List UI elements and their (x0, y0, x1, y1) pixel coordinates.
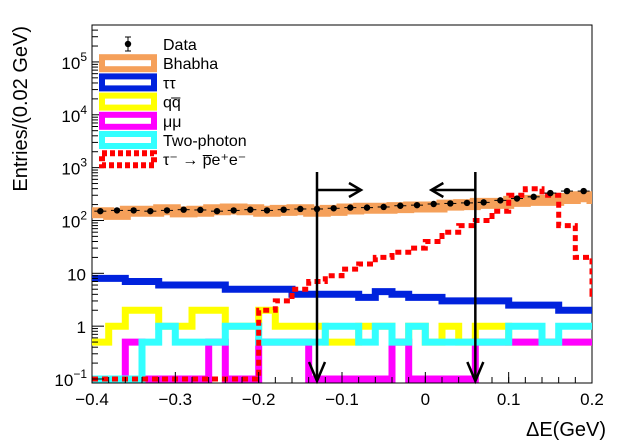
legend-label: Data (163, 37, 197, 54)
x-axis: −0.4 −0.3 −0.2 −0.1 0 0.1 0.2 (75, 372, 604, 409)
data-point (263, 207, 271, 214)
x-tick-label: −0.1 (325, 390, 359, 409)
y-axis: 10−1 1 10 102 103 104 105 (54, 24, 104, 390)
y-tick-label: 105 (61, 50, 87, 73)
y-tick-label: 102 (61, 208, 87, 231)
data-point (213, 207, 221, 215)
data-point (480, 199, 487, 206)
x-tick-label: 0 (421, 390, 430, 409)
legend-label: Bhabha (163, 56, 218, 73)
data-point (347, 204, 354, 211)
data-point (397, 202, 404, 209)
data-point (280, 206, 287, 213)
x-tick-label: 0.2 (580, 390, 604, 409)
cuts-layer (307, 172, 485, 385)
y-tick-label: 103 (61, 156, 87, 179)
legend-label: Two-photon (163, 133, 247, 150)
series-layer (92, 186, 592, 383)
data-point (413, 201, 421, 209)
series-0-histogram (92, 191, 592, 220)
x-tick-label: 0.1 (497, 390, 521, 409)
legend-entry: τ⁻ → p̅e⁺e⁻ (99, 150, 246, 169)
data-point (513, 195, 521, 202)
data-point (180, 206, 187, 213)
data-point (380, 203, 387, 211)
data-point (163, 207, 171, 214)
y-axis-label: Entries/(0.02 GeV) (10, 26, 32, 192)
legend: Data Bhabha ττ qq̅ μμ Two-photon τ⁻ → p̅e⁺e⁻ (99, 36, 247, 169)
legend-entry: ττ (99, 73, 176, 92)
legend-entry: μμ (99, 111, 181, 131)
y-tick-label: 10−1 (54, 367, 87, 390)
data-point (113, 207, 121, 214)
series-1-histogram (92, 274, 592, 314)
x-axis-label: ΔE(GeV) (526, 419, 606, 441)
legend-label: ττ (163, 75, 176, 92)
cut-marker-1 (428, 172, 485, 385)
data-point (430, 200, 437, 208)
data-point (563, 187, 571, 195)
legend-entry: Two-photon (99, 131, 247, 150)
legend-entry: Bhabha (99, 54, 218, 73)
x-tick-label: −0.4 (75, 390, 109, 409)
cut-marker-0 (307, 172, 364, 385)
data-point (580, 187, 587, 195)
y-tick-label: 104 (61, 103, 87, 126)
series-5-histogram (92, 186, 592, 382)
data-point (530, 193, 537, 201)
data-point (197, 206, 204, 214)
data-point (97, 207, 104, 215)
y-tick-label: 1 (77, 318, 86, 337)
legend-label: qq̅ (163, 95, 181, 112)
x-tick-label: −0.2 (242, 390, 276, 409)
data-point (363, 204, 371, 211)
data-point (147, 207, 154, 215)
data-point (297, 205, 304, 213)
legend-label: τ⁻ → p̅e⁺e⁻ (163, 152, 246, 169)
series-4-histogram (92, 322, 592, 383)
x-tick-label: −0.3 (159, 390, 193, 409)
series-3-histogram (92, 338, 592, 383)
data-point (230, 207, 237, 214)
data-point (130, 207, 137, 214)
data-point (463, 199, 471, 207)
data-point (247, 206, 254, 213)
data-point (330, 205, 337, 212)
legend-entry: Data (124, 36, 197, 54)
data-point (497, 197, 504, 204)
legend-entry: qq̅ (99, 92, 181, 112)
data-point (547, 189, 554, 197)
y-tick-label: 10 (67, 265, 86, 284)
data-point (447, 200, 454, 207)
legend-label: μμ (163, 114, 181, 131)
